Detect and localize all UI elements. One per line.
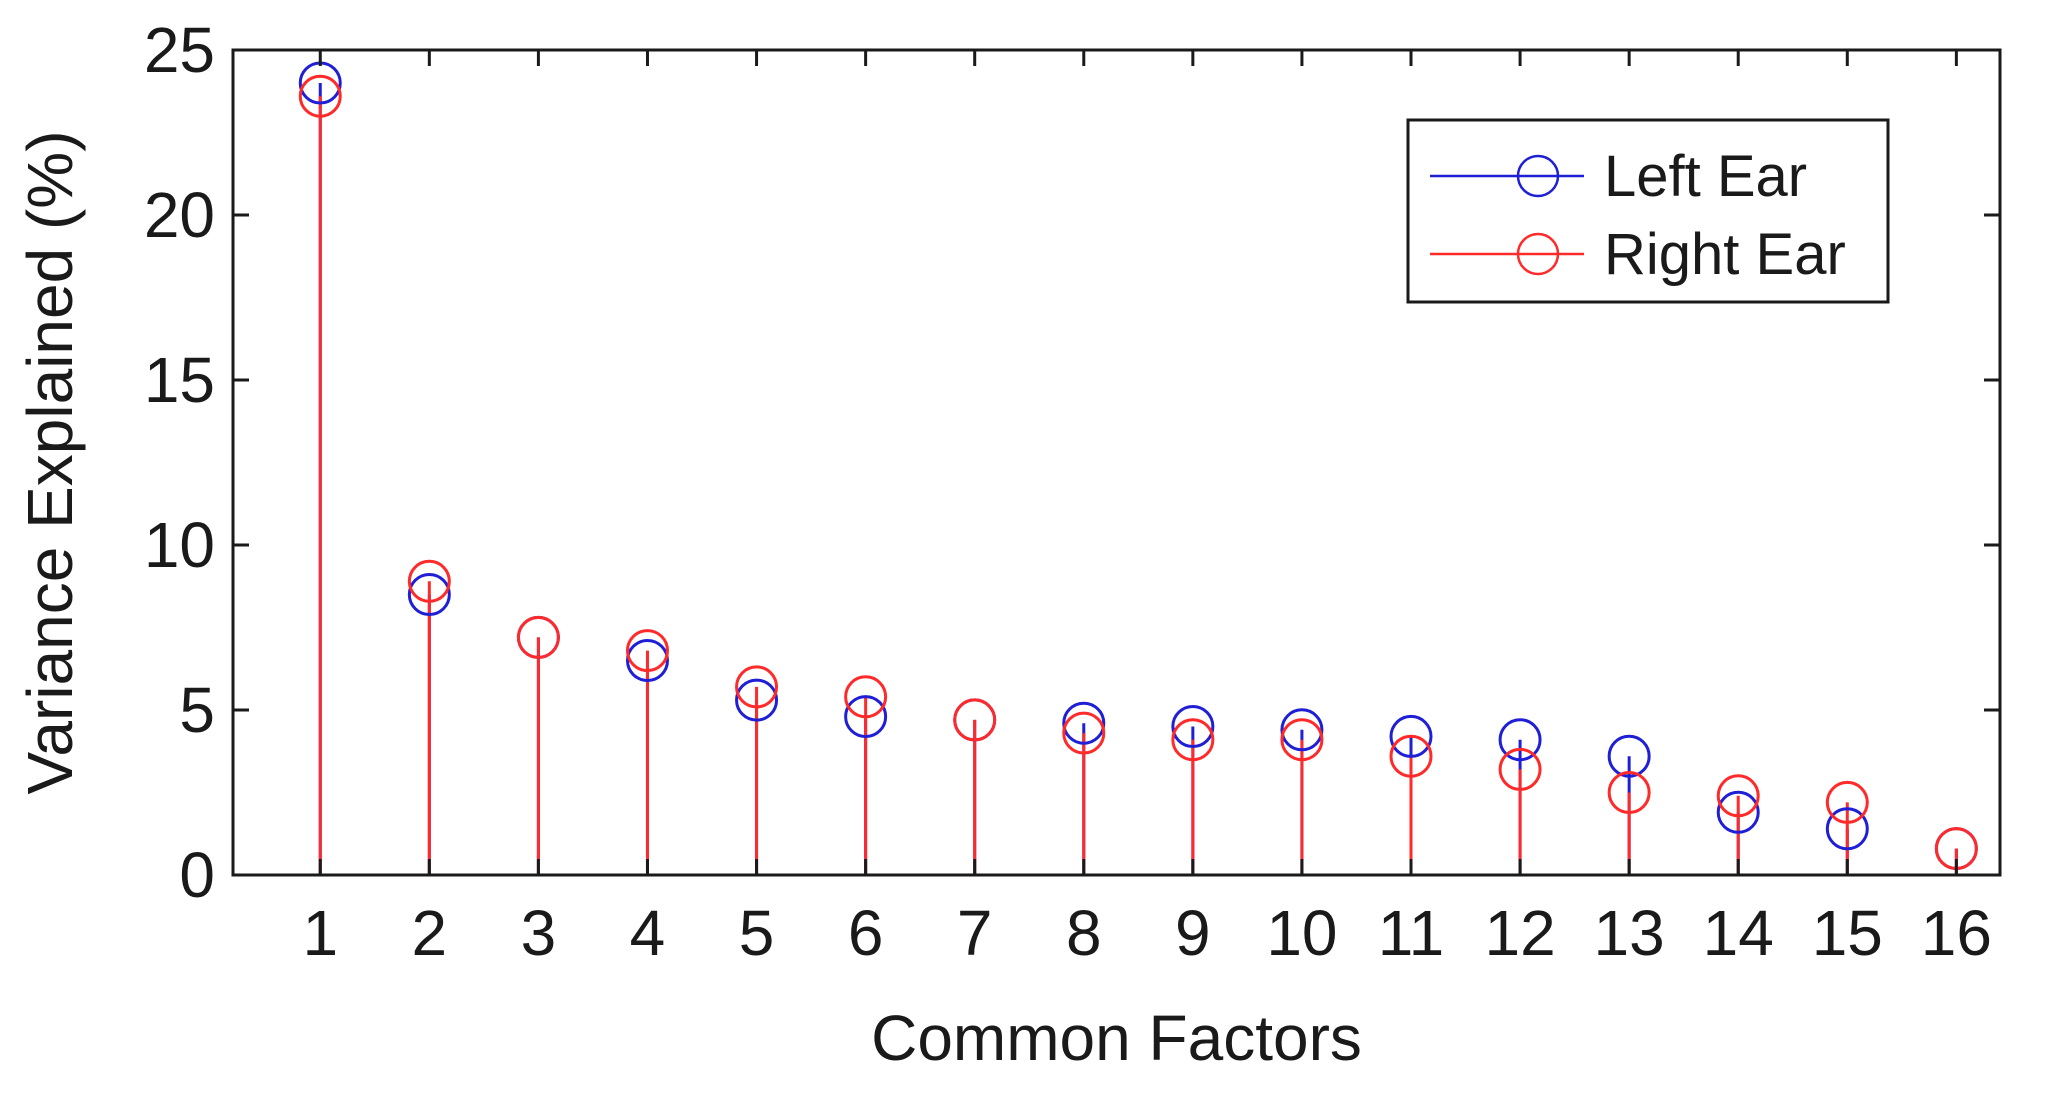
marker-right-ear-11 xyxy=(1389,734,1433,778)
marker-right-ear-8 xyxy=(1062,711,1106,755)
marker-left-ear-13 xyxy=(1607,734,1651,778)
x-tick-label-11: 11 xyxy=(1378,897,1444,969)
marker-left-ear-11 xyxy=(1389,714,1433,758)
x-tick-label-9: 9 xyxy=(1175,897,1211,969)
marker-right-ear-2 xyxy=(407,559,451,603)
marker-right-ear-9 xyxy=(1171,718,1215,762)
axes-frame xyxy=(231,48,2002,877)
x-tick-label-14: 14 xyxy=(1703,897,1774,969)
y-tick-label-5: 5 xyxy=(179,674,215,746)
x-tick-label-3: 3 xyxy=(521,897,557,969)
x-tick-label-2: 2 xyxy=(412,897,448,969)
marker-right-ear-7 xyxy=(953,698,997,742)
x-tick-label-15: 15 xyxy=(1812,897,1883,969)
marker-right-ear-3 xyxy=(516,615,560,659)
x-tick-label-5: 5 xyxy=(739,897,775,969)
x-tick-label-13: 13 xyxy=(1594,897,1665,969)
x-tick-label-1: 1 xyxy=(302,897,338,969)
y-tick-label-20: 20 xyxy=(144,179,215,251)
x-tick-label-16: 16 xyxy=(1921,897,1992,969)
marker-right-ear-6 xyxy=(844,675,888,719)
marker-right-ear-5 xyxy=(735,665,779,709)
marker-left-ear-2 xyxy=(407,573,451,616)
plot-area xyxy=(298,61,1978,875)
x-tick-label-10: 10 xyxy=(1266,897,1337,969)
marker-left-ear-15 xyxy=(1825,807,1869,851)
marker-left-ear-10 xyxy=(1280,708,1324,752)
x-tick-label-4: 4 xyxy=(630,897,666,969)
y-tick-label-25: 25 xyxy=(144,14,215,86)
y-tick-label-15: 15 xyxy=(144,344,215,416)
marker-right-ear-12 xyxy=(1498,747,1542,791)
marker-left-ear-9 xyxy=(1171,705,1215,748)
marker-left-ear-8 xyxy=(1062,701,1106,745)
marker-right-ear-10 xyxy=(1280,718,1324,762)
legend-label-left-ear: Left Ear xyxy=(1604,144,1807,209)
marker-right-ear-4 xyxy=(625,629,669,673)
marker-left-ear-14 xyxy=(1716,790,1760,834)
marker-right-ear-15 xyxy=(1825,780,1869,824)
marker-left-ear-12 xyxy=(1498,718,1542,762)
marker-left-ear-5 xyxy=(735,678,779,722)
marker-right-ear-13 xyxy=(1607,771,1651,814)
legend-box xyxy=(1406,118,1890,304)
y-tick-label-0: 0 xyxy=(179,839,215,911)
marker-right-ear-14 xyxy=(1716,774,1760,818)
legend-label-right-ear: Right Ear xyxy=(1604,222,1846,287)
x-axis-label: Common Factors xyxy=(871,1002,1362,1074)
legend: Left Ear Right Ear xyxy=(1406,118,1890,304)
y-tick-label-10: 10 xyxy=(144,509,215,581)
x-tick-label-7: 7 xyxy=(957,897,993,969)
y-axis-label: Variance Explained (%) xyxy=(14,130,86,794)
legend-marker-right-ear xyxy=(1516,232,1560,276)
marker-right-ear-1 xyxy=(298,74,342,118)
x-tick-label-8: 8 xyxy=(1066,897,1102,969)
x-tick-label-12: 12 xyxy=(1484,897,1555,969)
legend-marker-left-ear xyxy=(1516,154,1560,198)
marker-left-ear-4 xyxy=(625,639,669,682)
marker-left-ear-6 xyxy=(844,695,888,739)
x-tick-label-6: 6 xyxy=(848,897,884,969)
